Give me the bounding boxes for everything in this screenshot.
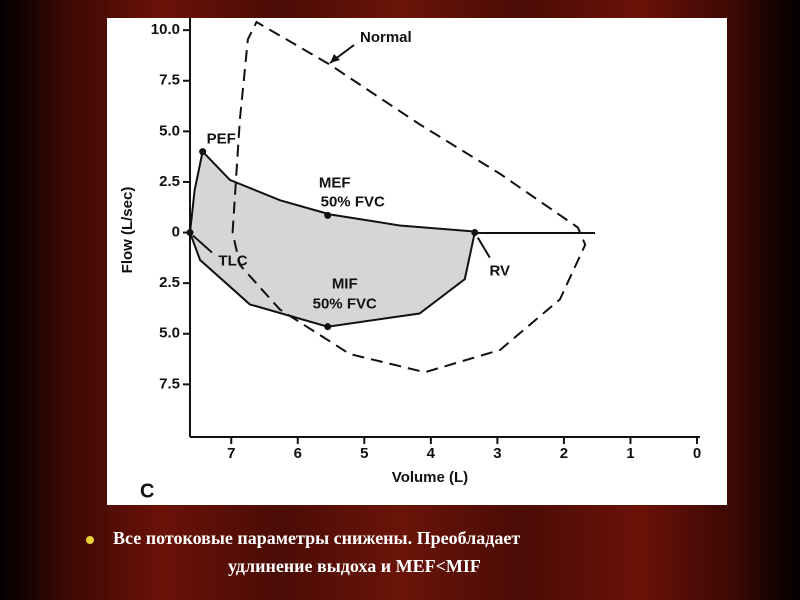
marker-label: PEF: [207, 131, 236, 148]
marker-label: MIF: [332, 276, 358, 293]
marker: [186, 229, 194, 237]
y-tick-label: 5.0: [159, 325, 180, 342]
marker-sublabel: 50% FVC: [321, 193, 385, 210]
marker-sublabel: 50% FVC: [313, 296, 377, 313]
y-tick-label: 7.5: [159, 72, 180, 89]
x-tick-label: 6: [294, 445, 302, 462]
caption-line: Все потоковые параметры снижены. Преобла…: [113, 528, 520, 548]
y-tick-label: 5.0: [159, 122, 180, 139]
label-arrow: [192, 234, 213, 254]
y-tick-label: 2.5: [159, 173, 180, 190]
marker-label: RV: [489, 263, 510, 280]
x-axis-label: Volume (L): [392, 469, 468, 486]
caption-line: удлинение выдоха и MEF<MIF: [228, 556, 481, 576]
y-tick-label: 10.0: [151, 21, 180, 38]
series-label: Normal: [360, 29, 412, 46]
marker-label: MEF: [319, 174, 351, 191]
label-arrow: [476, 237, 491, 259]
x-tick-label: 4: [427, 445, 436, 462]
x-tick-label: 5: [360, 445, 368, 462]
x-tick-label: 7: [227, 445, 235, 462]
marker: [199, 148, 207, 156]
y-tick-label: 0: [172, 224, 180, 241]
y-tick-label: 7.5: [159, 375, 180, 392]
marker-label: TLC: [218, 253, 247, 270]
y-axis-label: Flow (L/sec): [119, 187, 136, 274]
marker: [471, 229, 479, 237]
y-tick-label: 2.5: [159, 274, 180, 291]
x-tick-label: 0: [693, 445, 701, 462]
x-tick-label: 1: [626, 445, 634, 462]
marker: [324, 323, 332, 331]
marker: [324, 211, 332, 219]
bullet: [86, 536, 94, 544]
arrow-head: [330, 54, 340, 63]
x-tick-label: 2: [560, 445, 568, 462]
panel-label: C: [140, 480, 154, 502]
x-tick-label: 3: [493, 445, 501, 462]
